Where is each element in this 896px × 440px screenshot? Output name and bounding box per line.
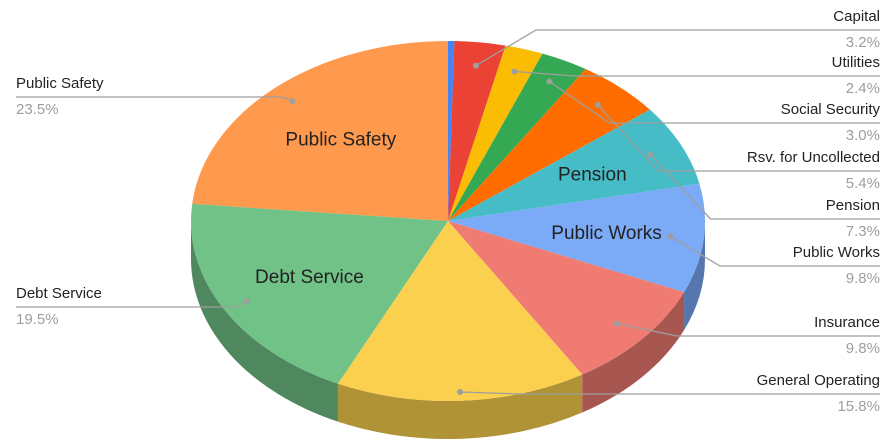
inside-label-public-works: Public Works (551, 223, 662, 244)
label-utilities: Utilities (832, 54, 880, 71)
leader-line-public-works (670, 235, 880, 267)
slice-pension (448, 109, 700, 221)
slice-capital (448, 41, 506, 221)
label-debt-service: Debt Service (16, 285, 102, 302)
pct-utilities: 2.4% (846, 80, 880, 97)
pct-capital: 3.2% (846, 34, 880, 51)
pie-sides (191, 221, 705, 439)
slice-debt-service (191, 203, 448, 384)
pct-public-works: 9.8% (846, 270, 880, 287)
label-insurance: Insurance (814, 314, 880, 331)
leader-line-insurance (616, 322, 880, 337)
slice-inside-labels: Pension Public Works Debt Service Public Sa… (255, 129, 662, 288)
slice-public-safety (192, 41, 448, 221)
label-pension: Pension (826, 197, 880, 214)
label-public-works: Public Works (793, 244, 880, 261)
slice-general-operating (337, 221, 583, 401)
pct-rsv-for-uncollected: 5.4% (846, 175, 880, 192)
label-capital: Capital (833, 8, 880, 25)
slice-other (448, 41, 455, 221)
leader-line-social-security (549, 80, 880, 124)
slice-utilities (448, 45, 543, 221)
side-insurance (582, 292, 685, 413)
label-social-security: Social Security (781, 101, 881, 118)
pct-insurance: 9.8% (846, 340, 880, 357)
leader-line-public-safety (16, 96, 293, 102)
pie-slices (191, 41, 705, 401)
pct-social-security: 3.0% (846, 127, 880, 144)
pct-pension: 7.3% (846, 223, 880, 240)
leader-line-general-operating (459, 391, 880, 395)
inside-label-debt-service: Debt Service (255, 267, 364, 288)
pct-public-safety: 23.5% (16, 101, 59, 118)
slice-public-works (448, 183, 705, 293)
leader-line-rsv-for-uncollected (597, 104, 880, 172)
side-debt-service (191, 221, 338, 422)
side-general-operating (337, 374, 583, 439)
leader-line-pension (650, 154, 880, 220)
inside-label-pension: Pension (558, 165, 627, 186)
label-rsv-for-uncollected: Rsv. for Uncollected (747, 149, 880, 166)
pct-general-operating: 15.8% (837, 398, 880, 415)
slice-social-security (448, 53, 586, 221)
leader-line-capital (475, 29, 880, 67)
label-general-operating: General Operating (757, 372, 880, 389)
leader-line-utilities (514, 70, 880, 77)
slice-labels: Capital 3.2% Utilities 2.4% Social Security 3… (16, 8, 880, 415)
leader-line-debt-service (16, 300, 248, 308)
pct-debt-service: 19.5% (16, 311, 59, 328)
slice-insurance (448, 221, 685, 375)
inside-label-public-safety: Public Safety (285, 129, 396, 150)
side-public-works (684, 221, 705, 331)
label-leader-lines (16, 29, 880, 395)
label-public-safety: Public Safety (16, 75, 104, 92)
